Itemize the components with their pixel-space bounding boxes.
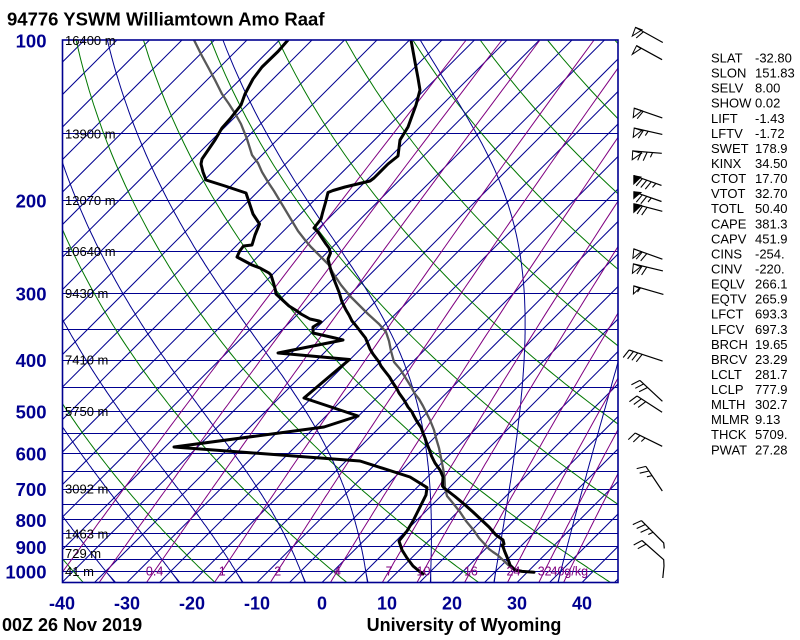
svg-text:5709.: 5709. — [755, 427, 788, 442]
svg-text:0: 0 — [317, 594, 327, 614]
svg-text:-32.80: -32.80 — [755, 51, 792, 66]
svg-text:697.3: 697.3 — [755, 322, 788, 337]
svg-text:MLMR: MLMR — [711, 412, 749, 427]
svg-text:LCLP: LCLP — [711, 382, 744, 397]
svg-text:900: 900 — [16, 537, 47, 558]
svg-text:-254.: -254. — [755, 246, 785, 261]
svg-text:VTOT: VTOT — [711, 186, 745, 201]
svg-text:CINV: CINV — [711, 262, 742, 277]
svg-text:50.40: 50.40 — [755, 201, 788, 216]
svg-text:100: 100 — [16, 31, 47, 52]
svg-text:400: 400 — [16, 350, 47, 371]
svg-text:LFCT: LFCT — [711, 307, 744, 322]
svg-text:THCK: THCK — [711, 427, 747, 442]
svg-text:University of Wyoming: University of Wyoming — [367, 615, 562, 635]
svg-text:0.02: 0.02 — [755, 96, 780, 111]
svg-text:200: 200 — [16, 190, 47, 211]
svg-text:LFCV: LFCV — [711, 322, 745, 337]
svg-text:40: 40 — [572, 594, 592, 614]
svg-text:23.29: 23.29 — [755, 352, 788, 367]
svg-text:SHOW: SHOW — [711, 96, 752, 111]
svg-text:SELV: SELV — [711, 81, 744, 96]
svg-text:TOTL: TOTL — [711, 201, 744, 216]
svg-text:5750 m: 5750 m — [65, 404, 108, 419]
svg-text:41 m: 41 m — [65, 564, 94, 579]
svg-text:500: 500 — [16, 402, 47, 423]
svg-text:SLAT: SLAT — [711, 51, 743, 66]
svg-text:-1.72: -1.72 — [755, 126, 785, 141]
svg-text:693.3: 693.3 — [755, 307, 788, 322]
svg-text:1463 m: 1463 m — [65, 526, 108, 541]
svg-text:CINS: CINS — [711, 246, 742, 261]
svg-text:-30: -30 — [114, 594, 140, 614]
svg-text:27.28: 27.28 — [755, 442, 788, 457]
svg-text:EQTV: EQTV — [711, 292, 747, 307]
svg-text:7410 m: 7410 m — [65, 353, 108, 368]
svg-text:SWET: SWET — [711, 141, 749, 156]
svg-text:16400 m: 16400 m — [65, 33, 116, 48]
svg-text:-220.: -220. — [755, 262, 785, 277]
svg-text:10: 10 — [417, 565, 431, 579]
svg-text:LFTV: LFTV — [711, 126, 743, 141]
svg-text:281.7: 281.7 — [755, 367, 788, 382]
svg-text:-40: -40 — [49, 594, 75, 614]
svg-text:600: 600 — [16, 444, 47, 465]
svg-text:-1.43: -1.43 — [755, 111, 785, 126]
svg-text:9430 m: 9430 m — [65, 286, 108, 301]
svg-text:BRCV: BRCV — [711, 352, 747, 367]
svg-text:KINX: KINX — [711, 156, 742, 171]
svg-text:00Z 26 Nov 2019: 00Z 26 Nov 2019 — [2, 615, 142, 635]
svg-text:700: 700 — [16, 479, 47, 500]
svg-text:LIFT: LIFT — [711, 111, 738, 126]
svg-text:BRCH: BRCH — [711, 337, 748, 352]
svg-text:EQLV: EQLV — [711, 277, 745, 292]
svg-text:178.9: 178.9 — [755, 141, 788, 156]
svg-text:20: 20 — [442, 594, 462, 614]
svg-text:24: 24 — [507, 565, 521, 579]
svg-text:266.1: 266.1 — [755, 277, 788, 292]
svg-text:CAPE: CAPE — [711, 216, 747, 231]
svg-text:-10: -10 — [244, 594, 270, 614]
svg-text:CAPV: CAPV — [711, 231, 747, 246]
svg-text:777.9: 777.9 — [755, 382, 788, 397]
svg-text:4: 4 — [334, 565, 341, 579]
svg-text:17.70: 17.70 — [755, 171, 788, 186]
svg-text:10: 10 — [377, 594, 397, 614]
svg-text:12070 m: 12070 m — [65, 193, 116, 208]
svg-text:729 m: 729 m — [65, 546, 101, 561]
svg-text:MLTH: MLTH — [711, 397, 745, 412]
svg-text:8.00: 8.00 — [755, 81, 780, 96]
svg-text:0.4: 0.4 — [146, 565, 163, 579]
svg-text:10640 m: 10640 m — [65, 244, 116, 259]
svg-text:34.50: 34.50 — [755, 156, 788, 171]
svg-text:300: 300 — [16, 284, 47, 305]
svg-text:32.70: 32.70 — [755, 186, 788, 201]
svg-text:19.65: 19.65 — [755, 337, 788, 352]
svg-text:94776 YSWM Williamtown Amo Raa: 94776 YSWM Williamtown Amo Raaf — [7, 9, 325, 30]
svg-text:151.83: 151.83 — [755, 66, 795, 81]
svg-text:2: 2 — [274, 565, 281, 579]
svg-text:302.7: 302.7 — [755, 397, 788, 412]
svg-text:16: 16 — [464, 565, 478, 579]
svg-text:PWAT: PWAT — [711, 442, 747, 457]
svg-text:451.9: 451.9 — [755, 231, 788, 246]
svg-text:265.9: 265.9 — [755, 292, 788, 307]
svg-text:32: 32 — [538, 565, 552, 579]
svg-text:1000: 1000 — [5, 561, 46, 582]
svg-text:7: 7 — [386, 565, 393, 579]
svg-text:LCLT: LCLT — [711, 367, 742, 382]
svg-text:381.3: 381.3 — [755, 216, 788, 231]
svg-text:40g/kg: 40g/kg — [551, 565, 589, 579]
svg-text:1: 1 — [219, 565, 226, 579]
svg-text:30: 30 — [507, 594, 527, 614]
svg-text:CTOT: CTOT — [711, 171, 746, 186]
svg-text:-20: -20 — [179, 594, 205, 614]
svg-text:13900 m: 13900 m — [65, 127, 116, 142]
svg-text:3092 m: 3092 m — [65, 482, 108, 497]
svg-text:800: 800 — [16, 510, 47, 531]
svg-text:9.13: 9.13 — [755, 412, 780, 427]
svg-text:SLON: SLON — [711, 66, 746, 81]
